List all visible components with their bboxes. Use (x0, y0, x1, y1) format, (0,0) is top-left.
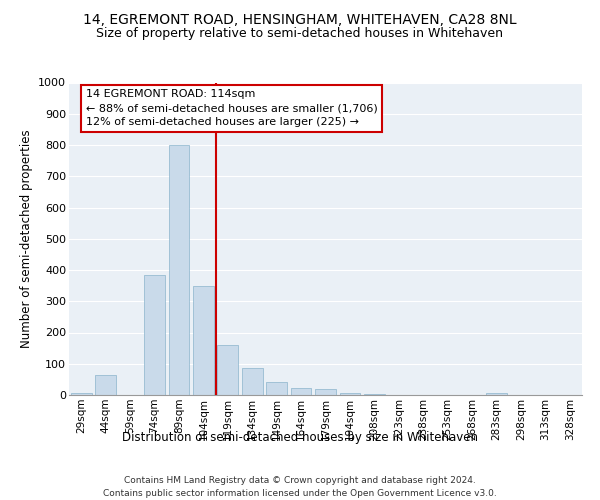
Text: Size of property relative to semi-detached houses in Whitehaven: Size of property relative to semi-detach… (97, 28, 503, 40)
Bar (486, 392, 507, 395)
Text: Contains HM Land Registry data © Crown copyright and database right 2024.
Contai: Contains HM Land Registry data © Crown c… (103, 476, 497, 498)
Bar (193, 286, 214, 395)
Bar (242, 368, 263, 395)
Bar (315, 390, 336, 395)
Text: 14 EGREMONT ROAD: 114sqm
← 88% of semi-detached houses are smaller (1,706)
12% o: 14 EGREMONT ROAD: 114sqm ← 88% of semi-d… (86, 90, 377, 128)
Bar (95, 374, 116, 395)
Text: Distribution of semi-detached houses by size in Whitehaven: Distribution of semi-detached houses by … (122, 431, 478, 444)
Bar (71, 394, 92, 395)
Bar (169, 145, 190, 395)
Bar (364, 394, 385, 395)
Bar (340, 392, 361, 395)
Text: 14, EGREMONT ROAD, HENSINGHAM, WHITEHAVEN, CA28 8NL: 14, EGREMONT ROAD, HENSINGHAM, WHITEHAVE… (83, 12, 517, 26)
Bar (144, 276, 165, 395)
Bar (266, 382, 287, 395)
Bar (290, 388, 311, 395)
Bar (217, 345, 238, 395)
Y-axis label: Number of semi-detached properties: Number of semi-detached properties (20, 130, 32, 348)
